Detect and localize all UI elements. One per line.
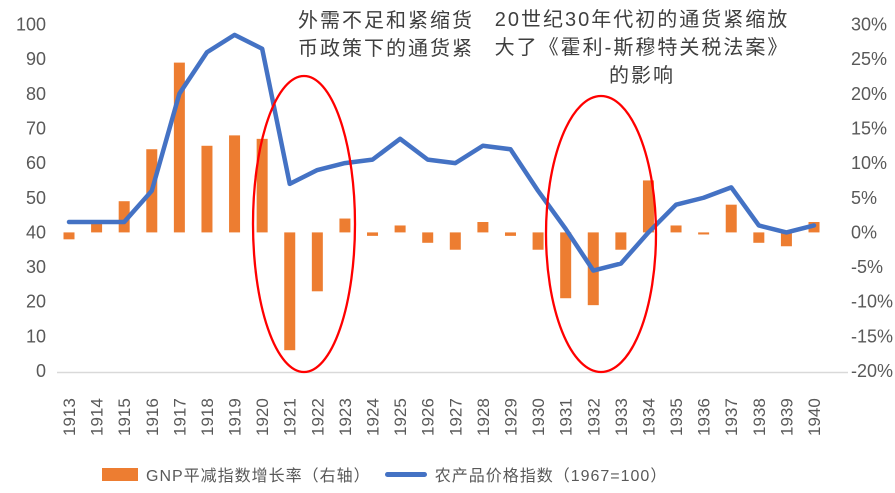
x-label-1916: 1916 <box>143 398 162 436</box>
bar-1923 <box>339 218 351 233</box>
x-label-1935: 1935 <box>667 398 686 436</box>
bar-1924 <box>367 232 379 236</box>
legend-line-label: 农产品价格指数（1967=100） <box>434 468 668 485</box>
bar-1930 <box>532 232 544 250</box>
bar-1913 <box>63 232 75 240</box>
bar-1931 <box>560 232 572 299</box>
x-label-1925: 1925 <box>391 398 410 436</box>
x-label-1931: 1931 <box>557 398 576 436</box>
right-axis-tick--5: -5% <box>851 257 883 277</box>
annotation-smoot-hawley: 20世纪30年代初的通货紧缩放 大了《霍利-斯穆特关税法案》 的影响 <box>495 6 790 90</box>
legend: GNP平减指数增长率（右轴） 农产品价格指数（1967=100） <box>102 462 667 486</box>
x-label-1923: 1923 <box>336 398 355 436</box>
combo-chart: 0 10 20 30 40 50 60 70 80 90 100 -20% -15% -10% -5% 0% 5… <box>16 15 893 437</box>
right-axis-tick-5: 5% <box>851 188 877 208</box>
farm-price-line <box>66 32 817 273</box>
legend-line-swatch <box>384 471 427 477</box>
x-label-1936: 1936 <box>695 398 714 436</box>
left-axis-tick-80: 80 <box>26 84 46 104</box>
left-axis-tick-30: 30 <box>26 257 46 277</box>
x-label-1937: 1937 <box>722 398 741 436</box>
right-axis-tick-15: 15% <box>851 118 887 138</box>
left-axis-tick-50: 50 <box>26 188 46 208</box>
bar-1939 <box>780 232 792 247</box>
x-label-1938: 1938 <box>750 398 769 436</box>
bar-1938 <box>753 232 765 243</box>
annotation-line: 的影响 <box>608 65 675 87</box>
left-axis-tick-60: 60 <box>26 153 46 173</box>
left-axis-tick-40: 40 <box>26 222 46 242</box>
right-axis-tick-25: 25% <box>851 49 887 69</box>
x-label-1926: 1926 <box>419 398 438 436</box>
x-label-1932: 1932 <box>584 398 603 436</box>
right-axis-tick-20: 20% <box>851 84 887 104</box>
left-axis-tick-20: 20 <box>26 292 46 312</box>
bar-1918 <box>201 145 213 233</box>
x-label-1933: 1933 <box>612 398 631 436</box>
right-axis-tick-10: 10% <box>851 153 887 173</box>
annotation-line: 币政策下的通货紧 <box>298 38 474 60</box>
x-label-1939: 1939 <box>777 398 796 436</box>
x-label-1930: 1930 <box>529 398 548 436</box>
legend-bar-swatch <box>102 467 138 481</box>
annotation-line: 大了《霍利-斯穆特关税法案》 <box>494 37 790 59</box>
right-axis-tick--20: -20% <box>851 361 893 381</box>
left-axis-tick-0: 0 <box>36 361 46 381</box>
right-axis-tick--10: -10% <box>851 292 893 312</box>
bar-1914 <box>91 222 103 233</box>
x-label-1915: 1915 <box>115 398 134 436</box>
bar-1927 <box>449 232 461 250</box>
right-axis-tick--15: -15% <box>851 326 893 346</box>
legend-bar-label: GNP平减指数增长率（右轴） <box>146 468 371 485</box>
highlight-ellipse-1931-1933 <box>544 94 658 374</box>
right-axis-tick-0: 0% <box>851 222 877 242</box>
annotation-line: 20世纪30年代初的通货紧缩放 <box>494 9 790 31</box>
bar-1936 <box>698 232 710 235</box>
x-label-1917: 1917 <box>170 398 189 436</box>
bar-1933 <box>615 232 627 250</box>
x-label-1927: 1927 <box>446 398 465 436</box>
left-axis-tick-10: 10 <box>26 326 46 346</box>
x-label-1922: 1922 <box>308 398 327 436</box>
x-label-1913: 1913 <box>60 398 79 436</box>
x-label-1928: 1928 <box>474 398 493 436</box>
left-axis-tick-90: 90 <box>26 49 46 69</box>
left-axis-tick-70: 70 <box>26 118 46 138</box>
bar-1934 <box>642 180 654 233</box>
bar-1926 <box>422 232 434 243</box>
x-label-1914: 1914 <box>88 398 107 436</box>
x-label-1918: 1918 <box>198 398 217 436</box>
x-label-1921: 1921 <box>281 398 300 436</box>
x-label-1919: 1919 <box>226 398 245 436</box>
bar-1935 <box>670 225 682 233</box>
bar-1928 <box>477 222 489 233</box>
x-label-1929: 1929 <box>501 398 520 436</box>
bar-1922 <box>311 232 323 292</box>
bar-1925 <box>394 225 406 233</box>
bar-1929 <box>504 232 516 236</box>
x-label-1940: 1940 <box>805 398 824 436</box>
annotation-deflation-1920s: 外需不足和紧缩货 币政策下的通货紧 <box>298 7 474 63</box>
x-label-1934: 1934 <box>639 398 658 436</box>
right-axis-tick-30: 30% <box>851 15 887 35</box>
bar-1937 <box>725 204 737 233</box>
bar-1921 <box>284 232 296 351</box>
bar-1919 <box>229 135 241 233</box>
x-label-1920: 1920 <box>253 398 272 436</box>
x-label-1924: 1924 <box>364 398 383 436</box>
bar-1920 <box>256 138 268 233</box>
annotation-line: 外需不足和紧缩货 <box>298 10 474 32</box>
highlight-ellipse-1921-1922 <box>251 74 357 374</box>
bar-1917 <box>173 62 185 233</box>
left-axis-tick-100: 100 <box>16 15 46 35</box>
bar-1915 <box>118 201 130 233</box>
